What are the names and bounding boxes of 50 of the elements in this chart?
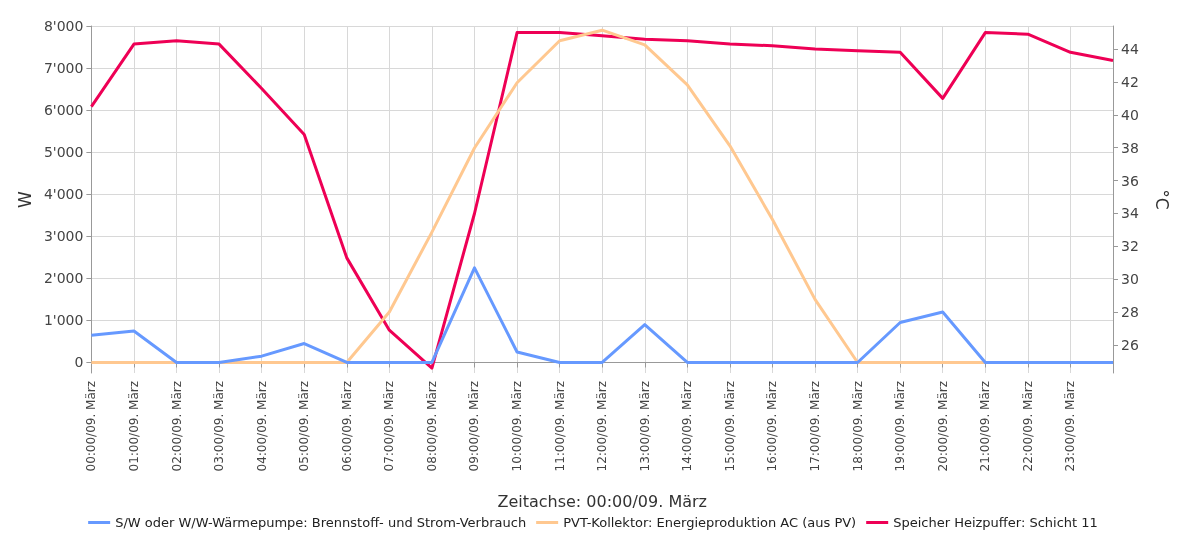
x-tick-label: 17:00/09. März <box>808 381 823 472</box>
x-tick-label: 12:00/09. März <box>595 381 610 472</box>
legend-label: Speicher Heizpuffer: Schicht 11 <box>893 515 1098 530</box>
x-tick-label: 02:00/09. März <box>169 381 184 472</box>
y-tick-label: 7'000 <box>43 60 84 77</box>
x-tick-label: 07:00/09. März <box>382 381 397 472</box>
line-series <box>89 266 1115 364</box>
x-tick-label: 21:00/09. März <box>978 381 993 472</box>
y2-tick-label: 28 <box>1121 304 1139 321</box>
y-tick-label: 6'000 <box>43 102 84 119</box>
x-tick-label: 03:00/09. März <box>212 381 227 472</box>
y-axis-title: W <box>14 190 35 208</box>
legend-label: S/W oder W/W-Wärmepumpe: Brennstoff- und Strom-Verbrauch <box>115 515 527 530</box>
legend-label: PVT-Kollektor: Energieproduktion AC (aus PV) <box>563 515 857 530</box>
y2-tick-label: 26 <box>1121 337 1139 354</box>
x-tick-label: 01:00/09. März <box>126 381 141 472</box>
y-tick-label: 0 <box>74 354 84 371</box>
y2-tick-label: 44 <box>1121 41 1139 58</box>
y-tick-label: 3'000 <box>43 228 84 245</box>
y2-tick-label: 32 <box>1121 238 1139 255</box>
y2-tick-label: 42 <box>1121 73 1139 90</box>
x-tick-label: 13:00/09. März <box>637 381 652 472</box>
y-tick-label: 5'000 <box>43 144 84 161</box>
x-tick-label: 10:00/09. März <box>510 381 525 472</box>
y-tick-label: 4'000 <box>43 186 84 203</box>
x-tick-label: 06:00/09. März <box>339 381 354 472</box>
y-tick-label: 2'000 <box>43 270 84 287</box>
y2-axis-title: °C <box>1151 189 1172 210</box>
y-tick-label: 8'000 <box>43 18 84 34</box>
x-axis-title: Zeitachse: 00:00/09. März <box>497 491 707 511</box>
y2-tick-label: 34 <box>1121 205 1139 222</box>
y2-tick-label: 40 <box>1121 106 1139 123</box>
x-tick-label: 04:00/09. März <box>254 381 269 472</box>
y2-tick-label: 36 <box>1121 172 1139 189</box>
y2-tick-label: 30 <box>1121 271 1139 288</box>
y2-tick-label: 38 <box>1121 139 1139 156</box>
x-tick-label: 20:00/09. März <box>935 381 950 472</box>
x-tick-label: 18:00/09. März <box>850 381 865 472</box>
x-tick-label: 16:00/09. März <box>765 381 780 472</box>
x-tick-label: 11:00/09. März <box>552 381 567 472</box>
x-tick-label: 22:00/09. März <box>1020 381 1035 472</box>
x-tick-label: 14:00/09. März <box>680 381 695 472</box>
x-tick-label: 15:00/09. März <box>722 381 737 472</box>
x-tick-label: 08:00/09. März <box>424 381 439 472</box>
x-tick-label: 09:00/09. März <box>467 381 482 472</box>
x-tick-label: 00:00/09. März <box>84 381 99 472</box>
x-tick-label: 23:00/09. März <box>1063 381 1078 472</box>
x-tick-label: 19:00/09. März <box>893 381 908 472</box>
x-tick-label: 05:00/09. März <box>297 381 312 472</box>
y-tick-label: 1'000 <box>43 312 84 329</box>
